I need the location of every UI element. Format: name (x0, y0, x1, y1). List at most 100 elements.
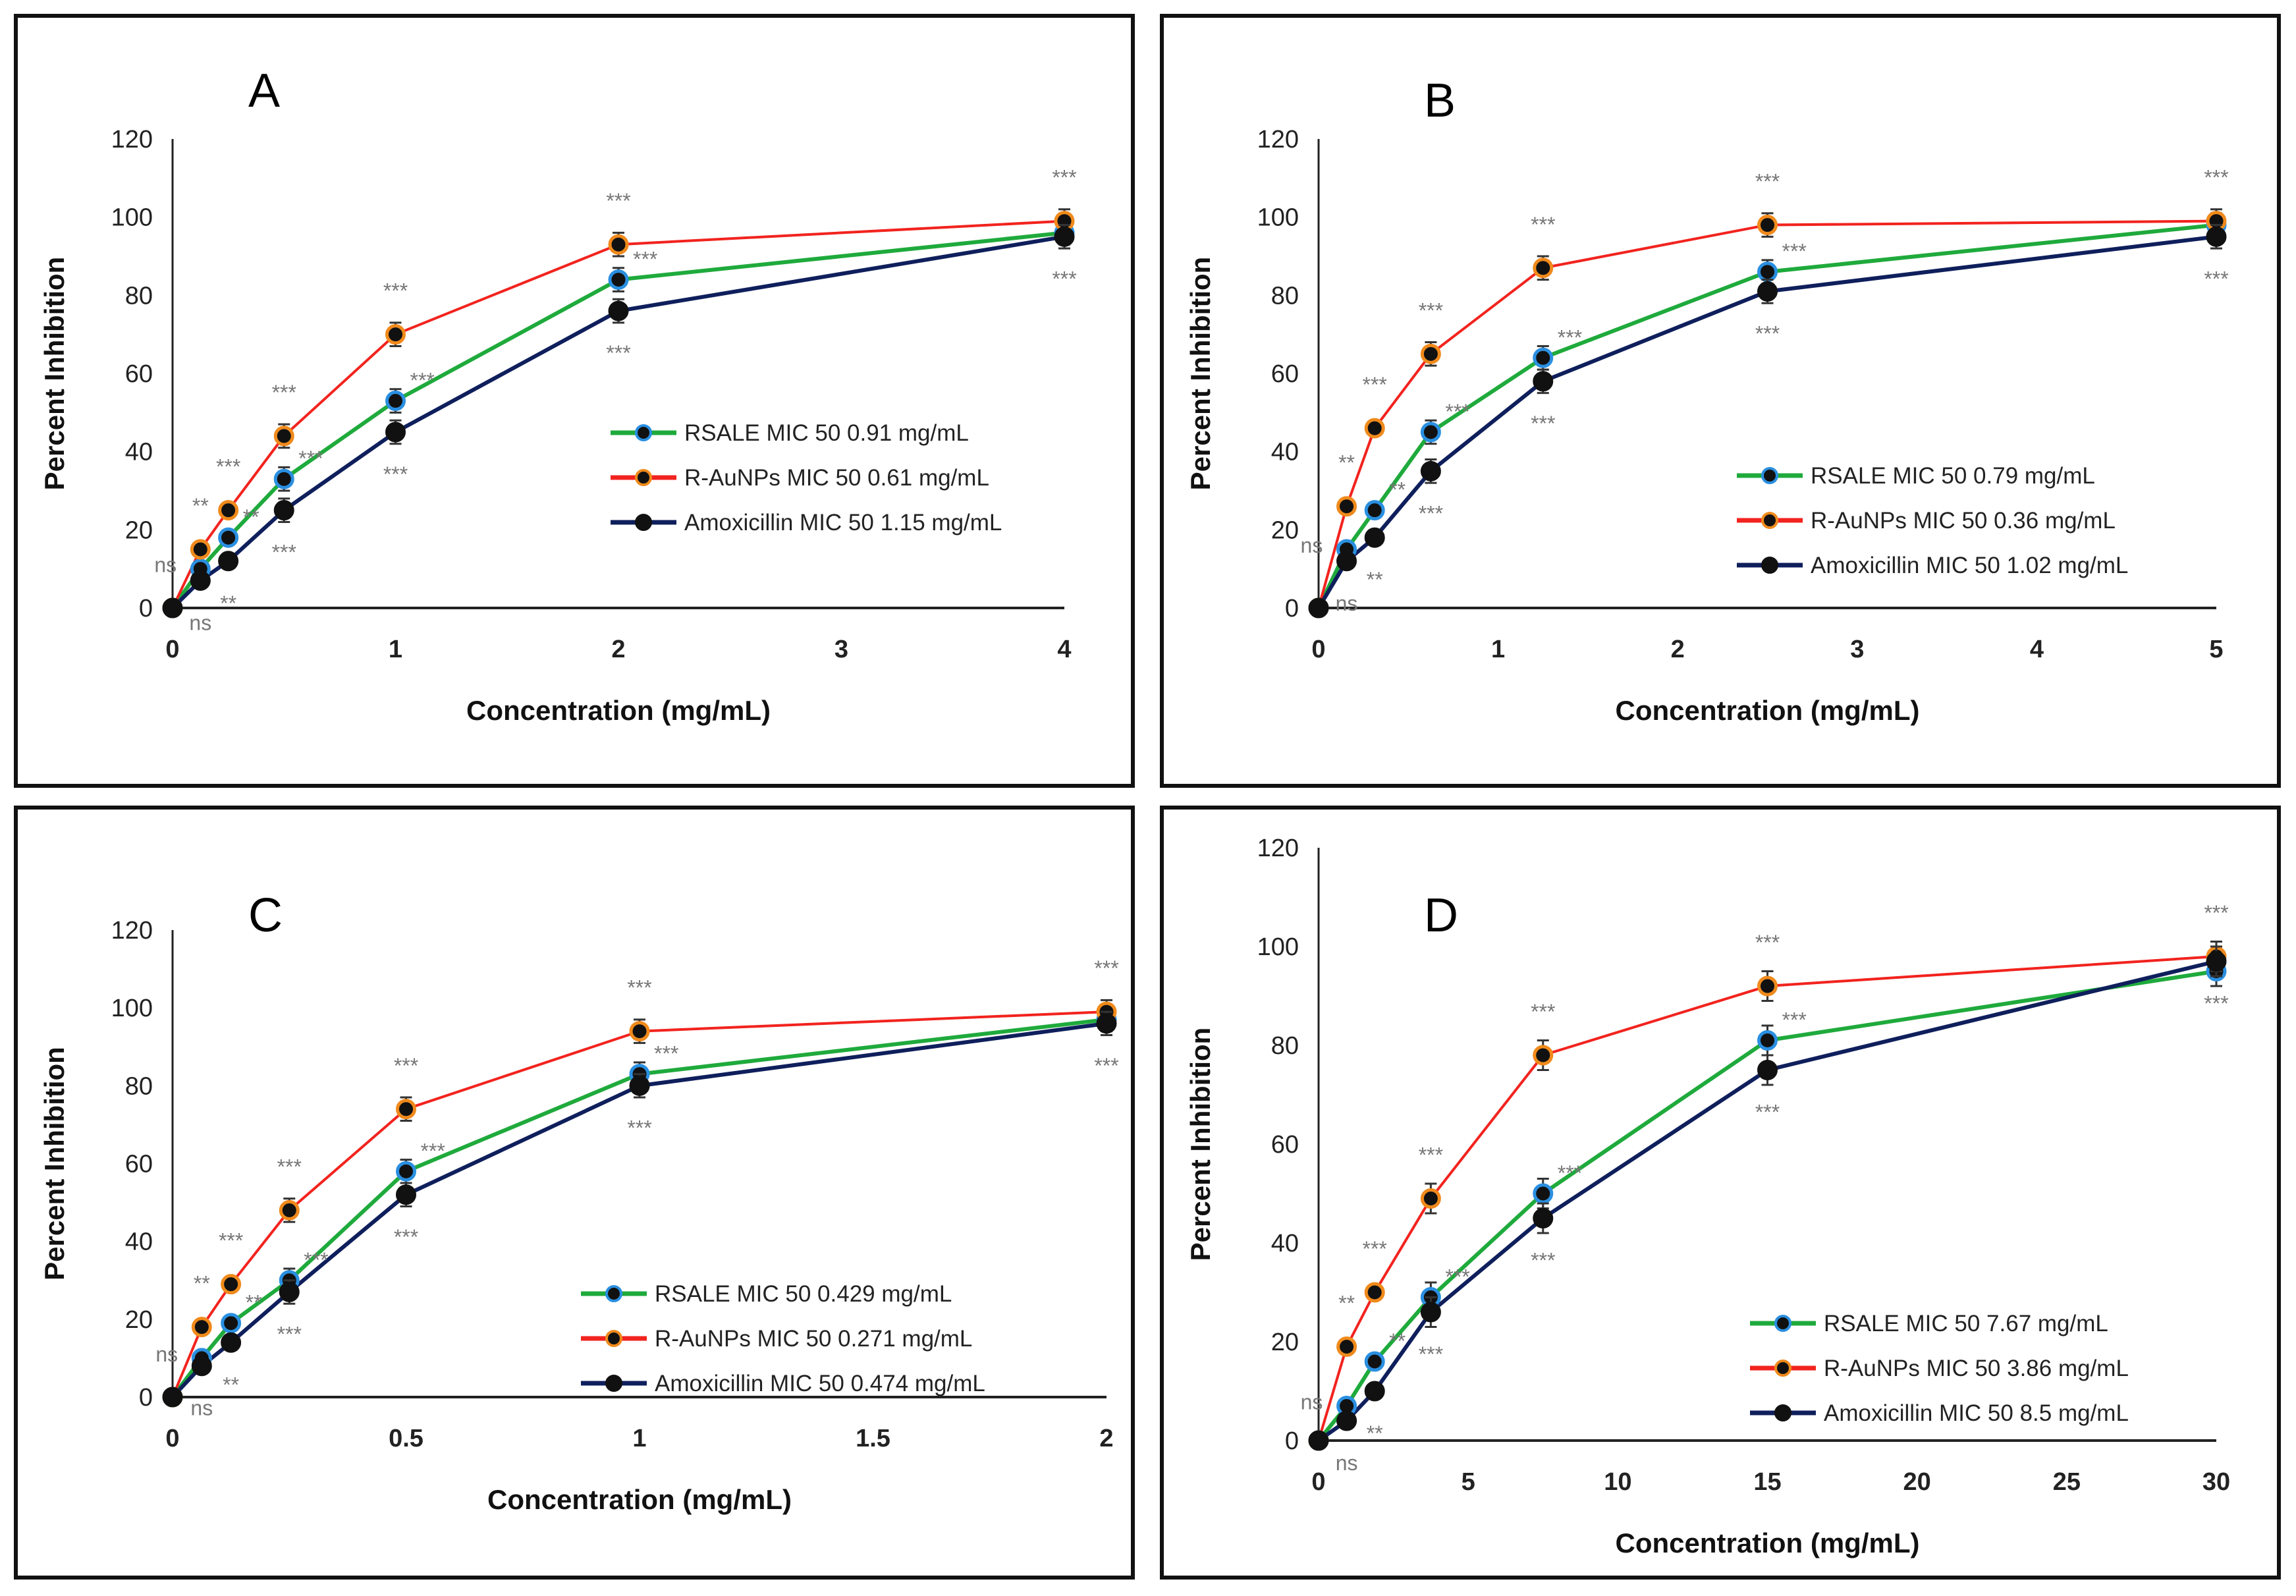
significance-label: *** (1755, 321, 1780, 345)
significance-label: ** (243, 505, 260, 529)
legend-marker (605, 1330, 622, 1347)
legend-label: Amoxicillin MIC 50 1.02 mg/mL (1811, 553, 2128, 578)
data-point (190, 539, 211, 560)
data-point (279, 1199, 300, 1221)
chart-b: B 0 20 40 60 80 100 120 0 1 2 3 4 5 Concentration (mg/… (1185, 74, 2229, 726)
data-point (1336, 551, 1357, 572)
legend-marker (635, 469, 652, 486)
y-tick-label: 100 (1257, 204, 1299, 232)
significance-label: *** (1094, 1054, 1118, 1078)
x-tick-label: 4 (1057, 636, 1071, 663)
data-point (1757, 976, 1778, 997)
data-point (221, 1274, 242, 1295)
y-axis-title: Percent Inhibition (39, 1047, 70, 1280)
y-tick-label: 20 (1271, 516, 1299, 544)
legend-marker (635, 424, 652, 441)
legend-marker (605, 1375, 622, 1392)
data-point (1533, 371, 1554, 392)
data-point (221, 1313, 242, 1334)
legend-marker (1761, 512, 1778, 529)
significance-label: *** (1052, 166, 1076, 190)
y-tick-label: 40 (1271, 1230, 1299, 1257)
y-tick-label: 120 (111, 126, 153, 153)
significance-label: ** (1338, 1292, 1355, 1315)
panel-letter: D (1424, 889, 1458, 942)
y-tick-label: 40 (125, 1228, 153, 1256)
data-point (1336, 1410, 1357, 1431)
significance-label: *** (383, 462, 408, 486)
data-point (1364, 1282, 1385, 1303)
data-point (396, 1099, 416, 1120)
significance-label: *** (606, 189, 630, 213)
legend-marker (1774, 1404, 1791, 1421)
y-tick-label: 20 (125, 1306, 153, 1334)
significance-label: *** (1782, 1008, 1807, 1032)
significance-label: *** (298, 447, 323, 470)
significance-label: ns (155, 1342, 178, 1366)
x-axis-title: Concentration (mg/mL) (1616, 1527, 1920, 1558)
x-tick-label: 1 (389, 636, 402, 663)
data-point (1533, 1208, 1554, 1228)
x-tick-label: 0 (165, 1425, 179, 1452)
significance-label: *** (1445, 400, 1469, 424)
significance-label: *** (410, 369, 435, 393)
x-axis-title: Concentration (mg/mL) (466, 695, 771, 726)
panel-d: D 0 20 40 60 80 100 120 0 5 10 15 20 25 30 Concentratio… (1160, 806, 2281, 1580)
legend-label: R-AuNPs MIC 50 0.271 mg/mL (655, 1326, 972, 1352)
legend-marker (1774, 1360, 1791, 1377)
significance-label: ** (1389, 478, 1406, 502)
significance-label: *** (1052, 267, 1076, 290)
y-tick-label: 120 (1257, 126, 1299, 153)
y-tick-label: 0 (1285, 1427, 1299, 1455)
data-point (1420, 1302, 1441, 1323)
significance-label: *** (1558, 325, 1582, 349)
significance-label: *** (1755, 170, 1780, 194)
significance-label: *** (1531, 1000, 1555, 1024)
significance-label: *** (633, 248, 657, 271)
x-tick-label: 4 (2030, 636, 2044, 663)
y-axis-title: Percent Inhibition (1185, 257, 1216, 491)
significance-label: *** (1419, 298, 1443, 322)
y-tick-label: 40 (1271, 439, 1299, 466)
legend-label: Amoxicillin MIC 50 1.15 mg/mL (684, 510, 1002, 536)
significance-label: *** (1363, 1237, 1387, 1261)
significance-label: *** (1558, 1161, 1582, 1185)
y-tick-label: 100 (111, 995, 153, 1022)
x-tick-label: 0 (165, 636, 179, 663)
data-point (396, 1161, 416, 1182)
y-tick-label: 80 (125, 1072, 153, 1100)
data-point (1308, 1430, 1329, 1451)
data-point (279, 1281, 300, 1302)
x-tick-label: 1 (632, 1425, 646, 1452)
legend-label: R-AuNPs MIC 50 0.61 mg/mL (684, 465, 989, 491)
x-tick-label: 10 (1604, 1468, 1631, 1496)
significance-label: ** (1367, 1421, 1383, 1445)
data-point (1757, 1060, 1778, 1080)
significance-label: *** (2204, 901, 2228, 925)
significance-label: *** (606, 341, 630, 365)
x-tick-label: 0 (1311, 636, 1325, 663)
data-point (191, 1317, 212, 1338)
chart-d: D 0 20 40 60 80 100 120 0 5 10 15 20 25 30 Concentratio… (1185, 835, 2230, 1558)
data-point (1757, 281, 1778, 302)
significance-label: *** (1094, 956, 1118, 980)
data-point (396, 1184, 416, 1205)
data-point (218, 527, 239, 548)
significance-label: ** (220, 592, 236, 615)
legend-marker (1761, 557, 1778, 574)
y-tick-label: 0 (139, 595, 153, 622)
significance-label: *** (304, 1248, 328, 1272)
data-point (629, 1021, 650, 1042)
data-point (629, 1075, 650, 1096)
significance-label: *** (1755, 931, 1780, 954)
y-tick-label: 60 (1271, 360, 1299, 388)
x-axis-title: Concentration (mg/mL) (1616, 695, 1920, 726)
y-tick-label: 60 (125, 360, 153, 388)
significance-label: ** (246, 1291, 262, 1315)
significance-label: *** (1782, 240, 1807, 263)
significance-label: *** (394, 1225, 418, 1249)
significance-label: ** (1389, 1329, 1406, 1353)
significance-label: *** (1531, 412, 1555, 435)
significance-label: *** (1419, 1143, 1443, 1167)
legend-label: RSALE MIC 50 0.79 mg/mL (1811, 463, 2095, 489)
